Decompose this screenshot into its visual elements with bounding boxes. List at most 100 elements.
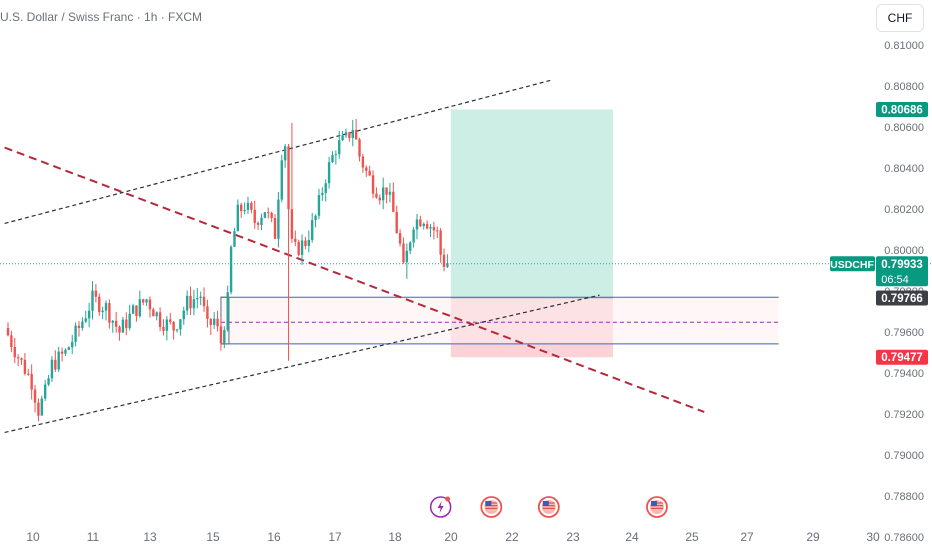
candle-body [202,296,206,307]
entry-price-label: 0.79766 [881,293,923,305]
candle-body [13,347,16,358]
candle-body [135,305,138,317]
flag-canton [485,501,492,506]
price-tick-label: 0.78600 [884,532,924,544]
drawings-layer [0,79,932,434]
candle-body [223,330,226,344]
candle-body [67,347,71,350]
price-tick-label: 0.79000 [884,450,924,462]
candle-body [165,319,169,331]
price-tick-label: 0.80400 [884,163,924,175]
candle-body [436,230,439,232]
time-tick-label: 16 [267,530,281,544]
candle-body [148,299,152,310]
time-tick-label: 23 [566,530,580,544]
candle-body [162,326,165,331]
candle-body [263,212,267,218]
current-price-label: 0.79933 [881,259,923,271]
entry-price-label-bg [876,290,928,306]
candle-body [388,191,392,195]
candle-body [91,290,94,311]
candle-body [101,310,104,313]
price-tick-label: 0.80000 [884,245,924,257]
candle-body [371,175,375,194]
chart-title: U.S. Dollar / Swiss Franc · 1h · FXCM [0,10,203,24]
candle-body [98,296,101,313]
candle-body [57,351,60,370]
us-flag-event-icon[interactable] [646,496,668,518]
candle-body [108,303,111,323]
time-tick-label: 30 [866,530,880,544]
candle-body [324,183,327,193]
candle-body [287,146,290,210]
channel-lower-line [4,294,600,434]
candle-body [300,240,304,255]
candle-body [111,320,114,323]
lightning-event-icon[interactable] [429,496,452,518]
candle-body [206,306,209,319]
flag-canton [542,501,549,506]
price-tick-label: 0.80200 [884,204,924,216]
channel-upper-line [4,79,553,224]
candle-body [422,223,425,227]
candle-body [179,319,182,330]
candle-body [253,209,256,223]
candle-body [321,192,324,196]
candle-body [314,215,317,221]
candle-body [277,199,280,239]
candle-body [182,310,185,320]
candle-body [87,310,91,319]
price-tick-label: 0.80600 [884,122,924,134]
candle-body [37,402,40,416]
candle-body [118,326,121,333]
candle-body [236,204,240,232]
price-tick-label: 0.79200 [884,409,924,421]
time-tick-label: 25 [685,530,699,544]
candle-body [351,129,354,138]
candle-body [358,139,361,157]
candle-body [43,384,47,399]
zone-band [220,297,779,344]
candle-body [233,231,236,247]
target-price-label-bg [876,101,928,117]
flag-canton [650,501,657,506]
price-tick-label: 0.79400 [884,368,924,380]
target-price-label: 0.80686 [881,104,923,116]
red-trend-line [4,146,705,413]
us-flag-event-icon[interactable] [537,496,560,518]
candle-body [412,229,415,243]
candle-body [10,335,13,348]
candle-body [327,162,331,184]
candle-body [317,195,321,216]
candle-body [169,319,172,322]
candle-body [54,359,57,370]
time-tick-label: 29 [806,530,820,544]
candle-body [432,227,436,231]
candle-body [84,318,87,322]
candle-body [33,389,37,403]
candle-body [27,373,30,375]
candle-body [256,222,260,225]
candle-body [331,155,334,163]
candle-body [240,204,243,212]
candle-body [243,209,246,212]
us-flag-event-icon[interactable] [480,496,503,518]
currency-selector-button[interactable]: CHF [876,4,924,32]
candle-body [104,303,108,311]
candle-body [47,378,50,385]
candle-body [158,312,162,327]
price-tick-label: 0.78800 [884,491,924,503]
candle-body [280,160,283,200]
candles-layer [6,118,449,422]
candle-body [216,318,219,327]
zones-layer [220,109,779,358]
candle-body [385,187,388,195]
stop-price-label-bg [876,349,928,365]
candle-body [30,373,33,390]
candle-body [229,246,233,293]
time-tick-label: 18 [388,530,402,544]
candle-body [270,212,273,219]
candle-body [74,325,77,342]
